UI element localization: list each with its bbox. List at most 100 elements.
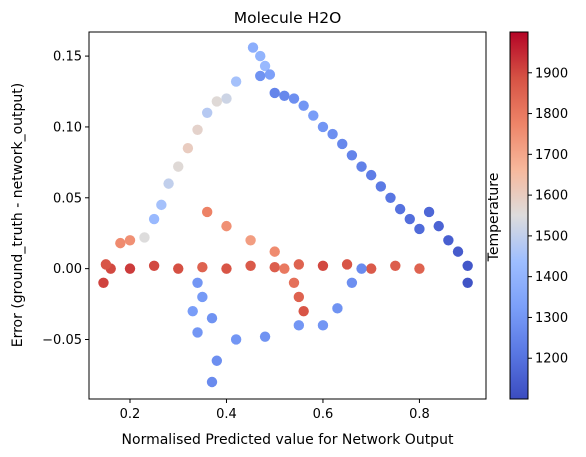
scatter-point xyxy=(211,355,223,366)
scatter-point xyxy=(332,303,343,314)
scatter-point xyxy=(298,305,309,317)
scatter-point xyxy=(255,50,266,62)
scatter-point xyxy=(197,291,208,303)
scatter-point xyxy=(247,42,259,53)
scatter-point xyxy=(173,263,184,274)
colorbar xyxy=(509,31,529,400)
scatter-point xyxy=(462,260,473,272)
scatter-point xyxy=(192,277,203,289)
scatter-point xyxy=(288,277,300,289)
colorbar-tick-label: 1200 xyxy=(535,352,568,367)
scatter-point xyxy=(337,138,348,150)
scatter-point xyxy=(245,235,256,246)
scatter-point xyxy=(404,213,415,225)
colorbar-tick-label: 1900 xyxy=(535,66,568,81)
colorbar-tick-label: 1400 xyxy=(535,270,568,285)
scatter-point xyxy=(163,178,174,189)
y-axis-label: Error (ground_truth - network_output) xyxy=(10,83,26,348)
scatter-point xyxy=(317,320,329,331)
scatter-point xyxy=(139,232,150,243)
scatter-point xyxy=(385,192,396,203)
colorbar-tick-label: 1500 xyxy=(535,229,568,244)
scatter-point xyxy=(206,313,218,324)
x-tick-label: 0.6 xyxy=(313,407,334,422)
scatter-point xyxy=(187,305,198,317)
colorbar-label: Temperature xyxy=(486,173,502,263)
x-axis-label: Normalised Predicted value for Network O… xyxy=(122,432,454,448)
colorbar-axis: 1200 1300 1400 1500 1600 1700 1800 1900 xyxy=(528,66,568,367)
scatter-point xyxy=(346,277,358,289)
scatter-point xyxy=(375,181,387,192)
scatter-point xyxy=(201,206,213,218)
scatter-point xyxy=(423,206,435,218)
scatter-point xyxy=(115,237,126,249)
scatter-point xyxy=(269,246,280,257)
scatter-point xyxy=(197,262,208,273)
scatter-point xyxy=(124,263,136,274)
scatter-point xyxy=(148,260,160,272)
scatter-point xyxy=(317,121,329,133)
scatter-point xyxy=(433,220,444,232)
scatter-point xyxy=(356,263,367,274)
scatter-point xyxy=(259,60,271,72)
scatter-point xyxy=(221,263,232,274)
chart-title: Molecule H2O xyxy=(234,9,342,27)
scatter-point xyxy=(206,376,218,388)
scatter-point xyxy=(414,263,425,274)
scatter-point xyxy=(293,259,305,270)
scatter-point xyxy=(327,128,338,140)
scatter-point xyxy=(192,327,203,338)
scatter-point xyxy=(414,223,425,235)
scatter-point xyxy=(100,259,112,270)
scatter-point xyxy=(365,263,377,274)
scatter-point xyxy=(452,246,464,257)
scatter-point xyxy=(293,320,305,331)
scatter-point xyxy=(298,100,309,111)
scatter-point xyxy=(156,199,167,211)
scatter-point xyxy=(288,93,300,104)
x-tick-label: 0.4 xyxy=(216,407,237,422)
y-tick-label: −0.05 xyxy=(42,333,82,348)
colorbar-tick-label: 1600 xyxy=(535,189,568,204)
colorbar-tick-label: 1300 xyxy=(535,311,568,326)
y-tick-label: 0.15 xyxy=(53,50,82,65)
colorbar-tick-label: 1700 xyxy=(535,148,568,163)
scatter-point xyxy=(346,150,358,161)
scatter-point xyxy=(365,169,377,181)
y-tick-label: 0.10 xyxy=(53,120,82,135)
x-axis: 0.2 0.4 0.6 0.8 xyxy=(120,399,430,422)
scatter-point xyxy=(255,70,266,82)
scatter-point xyxy=(394,203,406,215)
scatter-point xyxy=(279,263,290,274)
scatter-points xyxy=(98,42,473,388)
scatter-point xyxy=(308,110,319,121)
scatter-point xyxy=(230,76,242,87)
scatter-point xyxy=(221,220,232,232)
scatter-point xyxy=(192,124,203,135)
plot-frame xyxy=(88,31,487,400)
scatter-point xyxy=(462,277,473,289)
scatter-point xyxy=(221,93,232,104)
scatter-point xyxy=(341,259,353,270)
scatter-point xyxy=(259,331,271,342)
y-axis: −0.05 0.00 0.05 0.10 0.15 xyxy=(42,50,89,348)
scatter-point xyxy=(269,87,280,99)
colorbar-tick-label: 1800 xyxy=(535,107,568,122)
scatter-point xyxy=(182,142,194,154)
scatter-point xyxy=(201,107,213,118)
y-tick-label: 0.00 xyxy=(53,262,82,277)
x-tick-label: 0.2 xyxy=(120,407,141,422)
scatter-point xyxy=(148,213,160,225)
x-tick-label: 0.8 xyxy=(409,407,430,422)
scatter-point xyxy=(293,291,305,303)
scatter-point xyxy=(443,235,454,246)
scatter-point xyxy=(264,69,276,80)
scatter-point xyxy=(245,260,256,272)
scatter-point xyxy=(269,262,280,273)
scatter-point xyxy=(211,96,223,107)
scatter-point xyxy=(356,161,367,172)
scatter-point xyxy=(317,260,329,272)
scatter-point xyxy=(230,334,242,345)
scatter-point xyxy=(390,260,401,272)
